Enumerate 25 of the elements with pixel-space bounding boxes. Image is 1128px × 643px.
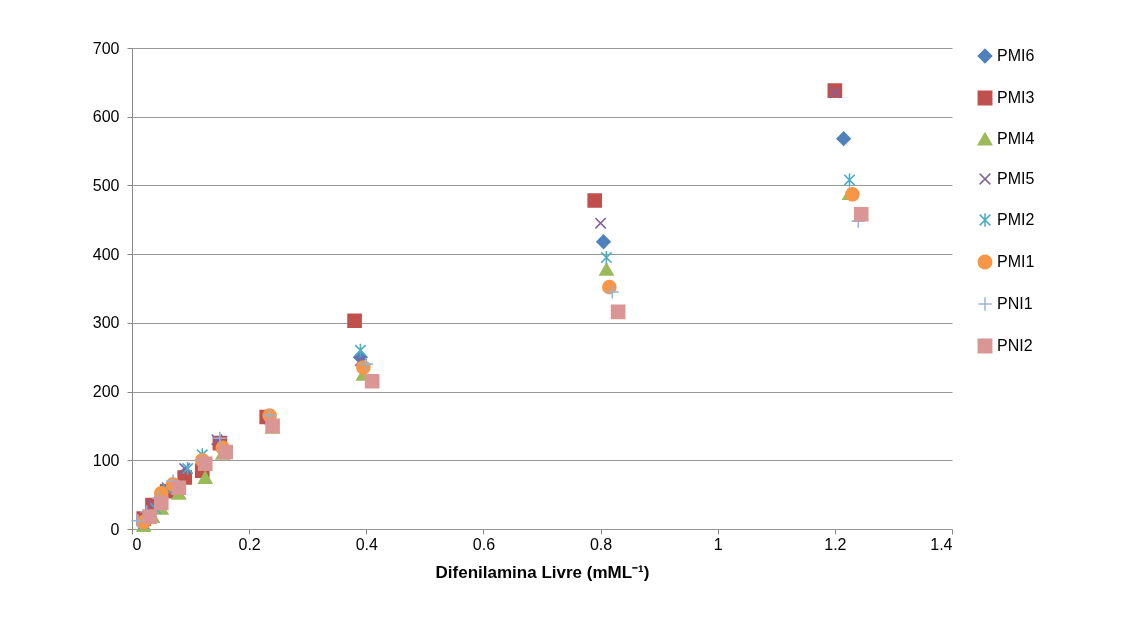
legend-label: PNI2 xyxy=(997,337,1033,354)
y-tick-label: 700 xyxy=(92,39,120,57)
legend-label: PMI2 xyxy=(997,211,1035,228)
x-tick-label: 1.4 xyxy=(930,535,953,553)
x-axis-title: Difenilamina Livre (mML⁻¹) xyxy=(435,562,650,582)
x-tick-label: 1.2 xyxy=(824,535,847,553)
legend-label: PMI5 xyxy=(997,170,1035,187)
legend-label: PMI4 xyxy=(997,130,1035,147)
legend-label: PMI6 xyxy=(997,47,1035,64)
y-tick-label: 100 xyxy=(92,451,120,469)
y-tick-label: 400 xyxy=(92,245,120,263)
x-tick-label: 0.4 xyxy=(355,535,378,553)
y-tick-label: 300 xyxy=(92,314,120,332)
legend-label: PNI1 xyxy=(997,295,1033,312)
x-tick-label: 0.8 xyxy=(589,535,613,553)
y-tick-label: 200 xyxy=(92,383,120,401)
y-tick-label: 600 xyxy=(92,108,120,126)
y-tick-label: 0 xyxy=(110,520,120,538)
x-tick-label: 0.6 xyxy=(472,535,496,553)
x-tick-label: 0 xyxy=(132,535,142,553)
legend-label: PMI3 xyxy=(997,89,1035,106)
x-tick-label: 1 xyxy=(713,535,723,553)
x-tick-label: 0.2 xyxy=(238,535,261,553)
y-tick-label: 500 xyxy=(92,176,120,194)
legend-label: PMI1 xyxy=(997,253,1035,270)
